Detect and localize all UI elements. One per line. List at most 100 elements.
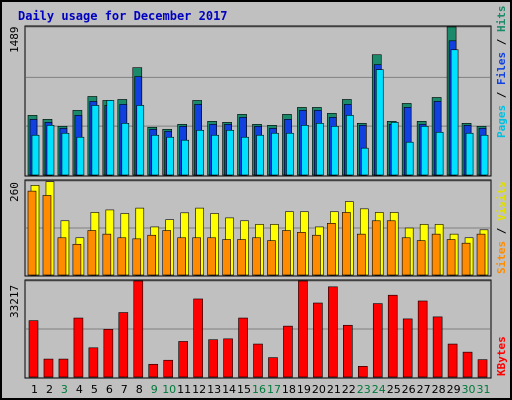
sites-bar bbox=[371, 220, 381, 276]
sites-bar bbox=[297, 232, 306, 276]
x-tick-label: 18 bbox=[282, 383, 296, 396]
sites-bar bbox=[312, 234, 321, 276]
pages-bar bbox=[241, 136, 249, 176]
kbytes-bar bbox=[118, 312, 129, 378]
sites-bar bbox=[177, 237, 186, 276]
x-tick-label: 14 bbox=[222, 383, 236, 396]
kbytes-bar bbox=[417, 300, 428, 378]
x-tick-label: 31 bbox=[477, 383, 491, 396]
sites-bar bbox=[327, 223, 336, 276]
pages-bar bbox=[31, 134, 40, 176]
kbytes-bar bbox=[432, 316, 443, 378]
sites-bar bbox=[117, 237, 127, 276]
pages-bar bbox=[166, 136, 175, 176]
x-tick-label: 28 bbox=[432, 383, 446, 396]
chart-title: Daily usage for December 2017 bbox=[18, 9, 228, 23]
sites-bar bbox=[461, 242, 471, 276]
pages-bar bbox=[211, 134, 219, 176]
x-tick-label: 17 bbox=[267, 383, 281, 396]
sites-bar bbox=[87, 230, 97, 276]
sites-bar bbox=[401, 237, 411, 276]
x-tick-label: 21 bbox=[327, 383, 341, 396]
kbytes-bar bbox=[208, 339, 218, 378]
x-tick-label: 22 bbox=[342, 383, 356, 396]
x-tick-label: 20 bbox=[312, 383, 326, 396]
legend-item: / bbox=[495, 85, 508, 105]
sites-bar bbox=[57, 237, 67, 276]
pages-bar bbox=[151, 134, 160, 176]
legend-item: KBytes bbox=[495, 336, 508, 376]
x-tick-label: 4 bbox=[76, 383, 83, 396]
x-tick-label: 27 bbox=[417, 383, 431, 396]
sites-bar bbox=[252, 237, 261, 276]
x-tick-label: 8 bbox=[136, 383, 143, 396]
sites-bar bbox=[446, 239, 456, 276]
kbytes-bar bbox=[103, 329, 114, 378]
kbytes-bar bbox=[148, 363, 159, 378]
x-tick-label: 16 bbox=[252, 383, 266, 396]
pages-bar bbox=[271, 132, 279, 176]
kbytes-bar bbox=[328, 286, 338, 378]
legend-item: Hits bbox=[495, 6, 508, 33]
pages-bar bbox=[480, 134, 489, 176]
kbytes-bar bbox=[163, 359, 174, 378]
legend-item: Sites bbox=[495, 241, 508, 274]
kbytes-bar bbox=[193, 298, 203, 378]
pages-bar bbox=[331, 125, 339, 176]
legend-item: / bbox=[495, 221, 508, 241]
sites-bar bbox=[237, 239, 246, 276]
sites-bar bbox=[386, 220, 396, 276]
sites-bar bbox=[27, 190, 37, 276]
sites-bar bbox=[132, 238, 142, 276]
kbytes-bar bbox=[88, 347, 99, 378]
pages-bar bbox=[316, 123, 324, 176]
kbytes-bar bbox=[58, 358, 69, 378]
x-tick-label: 25 bbox=[387, 383, 401, 396]
x-tick-label: 7 bbox=[121, 383, 128, 396]
x-tick-label: 5 bbox=[91, 383, 98, 396]
sites-bar bbox=[342, 212, 351, 276]
pages-bar bbox=[465, 132, 474, 176]
pages-bar bbox=[196, 129, 204, 176]
pages-bar bbox=[256, 134, 264, 176]
kbytes-bar bbox=[253, 343, 263, 378]
x-tick-label: 30 bbox=[462, 383, 476, 396]
sites-bar bbox=[476, 233, 486, 276]
x-tick-label: 13 bbox=[207, 383, 221, 396]
kbytes-bar bbox=[223, 338, 233, 378]
sites-bar bbox=[431, 233, 441, 276]
pages-bar bbox=[106, 100, 115, 176]
pages-bar bbox=[435, 131, 444, 176]
sites-bar bbox=[282, 230, 291, 276]
pages-bar bbox=[181, 139, 189, 176]
x-tick-label: 2 bbox=[46, 383, 53, 396]
x-tick-label: 23 bbox=[357, 383, 371, 396]
x-tick-label: 11 bbox=[177, 383, 191, 396]
legend-item: Pages bbox=[495, 105, 508, 138]
pages-bar bbox=[46, 125, 55, 176]
kbytes-bar bbox=[133, 280, 144, 378]
pages-bar bbox=[450, 49, 459, 176]
pages-bar bbox=[121, 123, 130, 176]
visits-legend: Sites / Visits bbox=[495, 181, 508, 274]
x-tick-label: 26 bbox=[402, 383, 416, 396]
kbytes-bar bbox=[313, 302, 323, 378]
pages-bar bbox=[286, 132, 294, 176]
pages-bar bbox=[91, 105, 100, 176]
kbytes-bar bbox=[477, 359, 488, 378]
kbytes-bar bbox=[343, 324, 353, 378]
hits-max-label: 1489 bbox=[8, 27, 21, 54]
pages-bar bbox=[76, 136, 85, 176]
sites-bar bbox=[102, 233, 112, 276]
kbytes-bar bbox=[298, 280, 308, 378]
x-tick-label: 19 bbox=[297, 383, 311, 396]
hits-panel bbox=[24, 25, 492, 177]
kbytes-bar bbox=[357, 366, 368, 378]
pages-bar bbox=[61, 132, 70, 176]
kbytes-bar bbox=[178, 341, 188, 378]
x-axis-labels: 1 2 3 4 5 6 7 8 9 10 11 12 13 14 15 16 17 18 19 20 21 22 23 24 2… bbox=[31, 383, 491, 396]
kbytes-legend: KBytes bbox=[495, 336, 508, 376]
sites-bar bbox=[162, 230, 172, 276]
legend-item: Visits bbox=[495, 181, 508, 221]
